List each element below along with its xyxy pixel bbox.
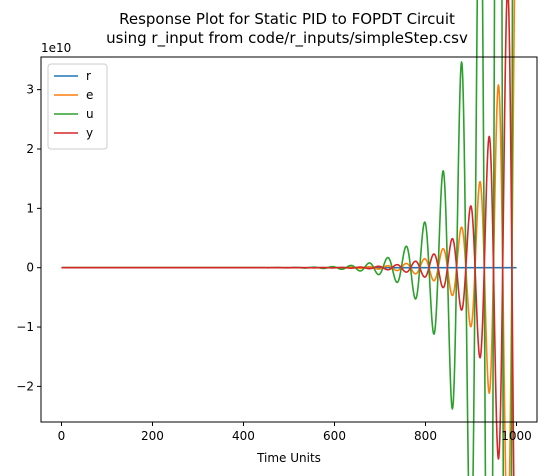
chart-title-line1: Response Plot for Static PID to FOPDT Ci… [119,10,455,28]
axes-frame [40,56,538,423]
legend-box [47,63,108,150]
x-tick-label: 400 [232,429,255,443]
legend-label-e: e [86,88,93,102]
series-line-u [61,0,514,476]
legend-label-u: u [86,107,94,121]
plot-area [61,0,517,476]
chart-title-line2: using r_input from code/r_inputs/simpleS… [106,29,468,48]
x-axis-label: Time Units [256,451,321,465]
series-line-y [61,0,515,476]
x-tick-label: 0 [58,429,66,443]
y-tick-label: −1 [16,320,34,334]
legend-label-y: y [86,126,93,140]
legend-label-r: r [86,69,91,83]
y-axis: −2 −1 0 1 2 3 [16,83,41,393]
y-tick-label: 2 [26,142,34,156]
x-axis: 0 200 400 600 800 1000 [58,422,532,443]
x-tick-label: 800 [414,429,437,443]
y-tick-label: 1 [26,201,34,215]
series-line-e [61,0,516,476]
y-tick-label: 3 [26,83,34,97]
x-tick-label: 600 [323,429,346,443]
x-tick-label: 200 [141,429,164,443]
y-tick-label: −2 [16,379,34,393]
y-offset-text: 1e10 [41,41,71,55]
x-tick-label: 1000 [501,429,532,443]
y-tick-label: 0 [26,261,34,275]
